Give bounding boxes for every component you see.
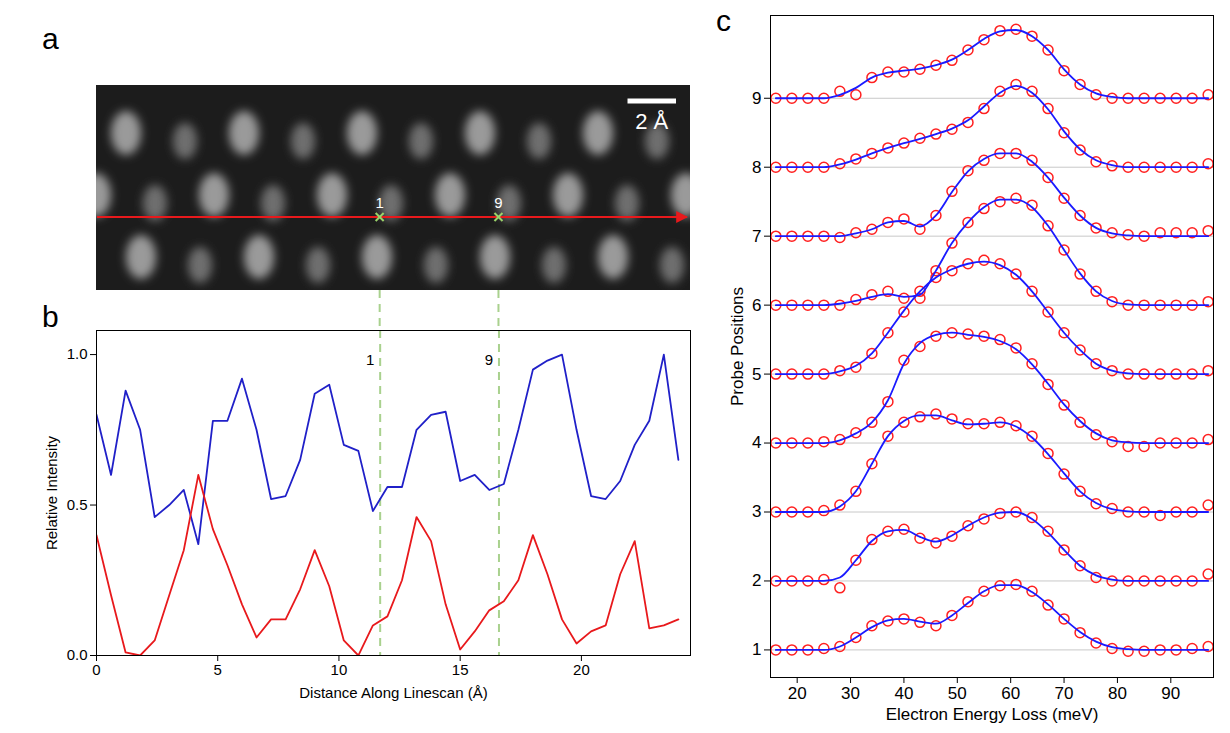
svg-text:9: 9 — [494, 194, 502, 211]
svg-text:5: 5 — [752, 365, 761, 384]
svg-text:9: 9 — [485, 351, 493, 368]
svg-text:5: 5 — [214, 661, 222, 678]
svg-text:0.0: 0.0 — [67, 646, 88, 663]
svg-text:6: 6 — [752, 296, 761, 315]
svg-text:15: 15 — [452, 661, 469, 678]
svg-text:0.5: 0.5 — [67, 496, 88, 513]
svg-text:30: 30 — [841, 684, 860, 703]
svg-text:2: 2 — [752, 571, 761, 590]
svg-text:20: 20 — [573, 661, 590, 678]
svg-text:8: 8 — [752, 158, 761, 177]
svg-text:50: 50 — [948, 684, 967, 703]
svg-text:Relative Intensity: Relative Intensity — [43, 435, 60, 550]
svg-text:1: 1 — [375, 194, 383, 211]
svg-text:1.0: 1.0 — [67, 345, 88, 362]
svg-text:1: 1 — [752, 640, 761, 659]
svg-text:70: 70 — [1055, 684, 1074, 703]
svg-text:Electron Energy Loss (meV): Electron Energy Loss (meV) — [886, 705, 1099, 724]
svg-text:Probe Positions: Probe Positions — [728, 287, 747, 406]
svg-text:10: 10 — [331, 661, 348, 678]
svg-text:1: 1 — [366, 351, 374, 368]
svg-text:3: 3 — [752, 502, 761, 521]
svg-text:80: 80 — [1108, 684, 1127, 703]
svg-text:2 Å: 2 Å — [635, 109, 668, 134]
html-text:b: b — [42, 300, 59, 333]
html-text:a: a — [42, 22, 59, 55]
svg-text:4: 4 — [752, 433, 761, 452]
svg-text:90: 90 — [1161, 684, 1180, 703]
svg-text:40: 40 — [894, 684, 913, 703]
svg-text:20: 20 — [788, 684, 807, 703]
svg-text:Distance Along Linescan (Å): Distance Along Linescan (Å) — [299, 684, 487, 701]
svg-text:7: 7 — [752, 227, 761, 246]
svg-text:60: 60 — [1001, 684, 1020, 703]
html-text:c: c — [716, 4, 731, 37]
svg-text:0: 0 — [92, 661, 100, 678]
svg-text:9: 9 — [752, 89, 761, 108]
